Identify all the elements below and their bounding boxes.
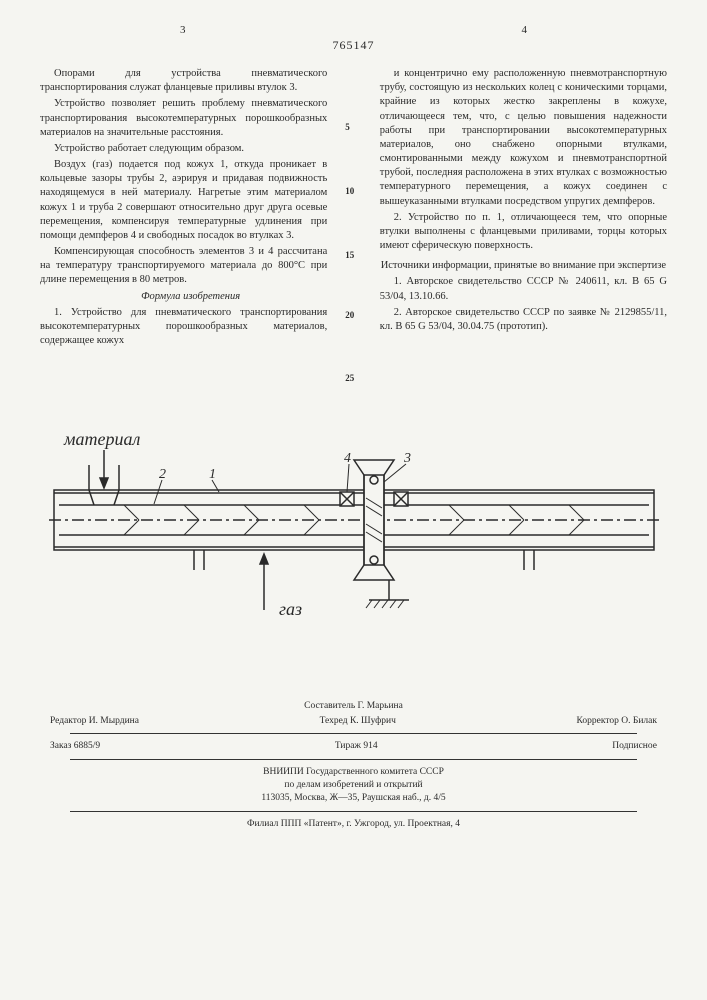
divider [70,733,637,734]
page-num-right: 4 [522,24,528,36]
para: 1. Устройство для пневматического трансп… [40,306,327,349]
address-2: Филиал ППП «Патент», г. Ужгород, ул. Про… [40,818,667,831]
para: Компенсирующая способность элементов 3 и… [40,245,327,288]
address-1: 113035, Москва, Ж—35, Раушская наб., д. … [40,792,667,805]
para: Воздух (газ) подается под кожух 1, откуд… [40,158,327,243]
para: Опорами для устройства пневматического т… [40,67,327,95]
divider [70,811,637,812]
label-material: материал [63,429,140,449]
para: и концентрично ему расположенную пневмот… [380,67,667,209]
line-num: 15 [345,249,362,261]
divider [70,759,637,760]
technical-drawing: материал [40,420,667,640]
tirage: Тираж 914 [335,740,378,753]
imprint-footer: Составитель Г. Марьина Редактор И. Мырди… [40,700,667,831]
page-header: 3 4 765147 [40,24,667,53]
line-number-gutter: 5 10 15 20 25 [345,67,362,384]
page-num-left: 3 [180,24,186,36]
techred: Техред К. Шуфрич [320,715,396,728]
column-left: Опорами для устройства пневматического т… [40,67,327,384]
para: Устройство работает следующим образом. [40,142,327,156]
drawing-svg: материал [44,420,664,640]
patent-number: 765147 [40,38,667,53]
ref-4: 4 [344,451,351,466]
line-num: 20 [345,309,362,321]
ref-3: 3 [403,451,411,466]
org-line-1: ВНИИПИ Государственного комитета СССР [40,766,667,779]
text-columns: Опорами для устройства пневматического т… [40,67,667,384]
sources-title: Источники информации, принятые во вниман… [380,259,667,273]
ref-1: 1 [209,467,216,482]
compiler: Составитель Г. Марьина [40,700,667,713]
formula-title: Формула изобретения [40,290,327,304]
ref-2: 2 [159,467,166,482]
order-row: Заказ 6885/9 Тираж 914 Подписное [40,740,667,753]
corrector: Корректор О. Билак [577,715,657,728]
line-num: 5 [345,121,362,133]
column-right: и концентрично ему расположенную пневмот… [380,67,667,384]
para: 2. Устройство по п. 1, отличающееся тем,… [380,211,667,254]
label-gas: газ [279,599,302,619]
editor-row: Редактор И. Мырдина Техред К. Шуфрич Кор… [40,715,667,728]
page-numbers: 3 4 [40,24,667,36]
para: 1. Авторское свидетельство СССР № 240611… [380,275,667,303]
subscription: Подписное [612,740,657,753]
org-line-2: по делам изобретений и открытий [40,779,667,792]
editor: Редактор И. Мырдина [50,715,139,728]
line-num: 10 [345,185,362,197]
patent-page: 3 4 765147 Опорами для устройства пневма… [0,0,707,1000]
order: Заказ 6885/9 [50,740,100,753]
para: Устройство позволяет решить проблему пне… [40,97,327,140]
line-num: 25 [345,372,362,384]
para: 2. Авторское свидетельство СССР по заявк… [380,306,667,334]
